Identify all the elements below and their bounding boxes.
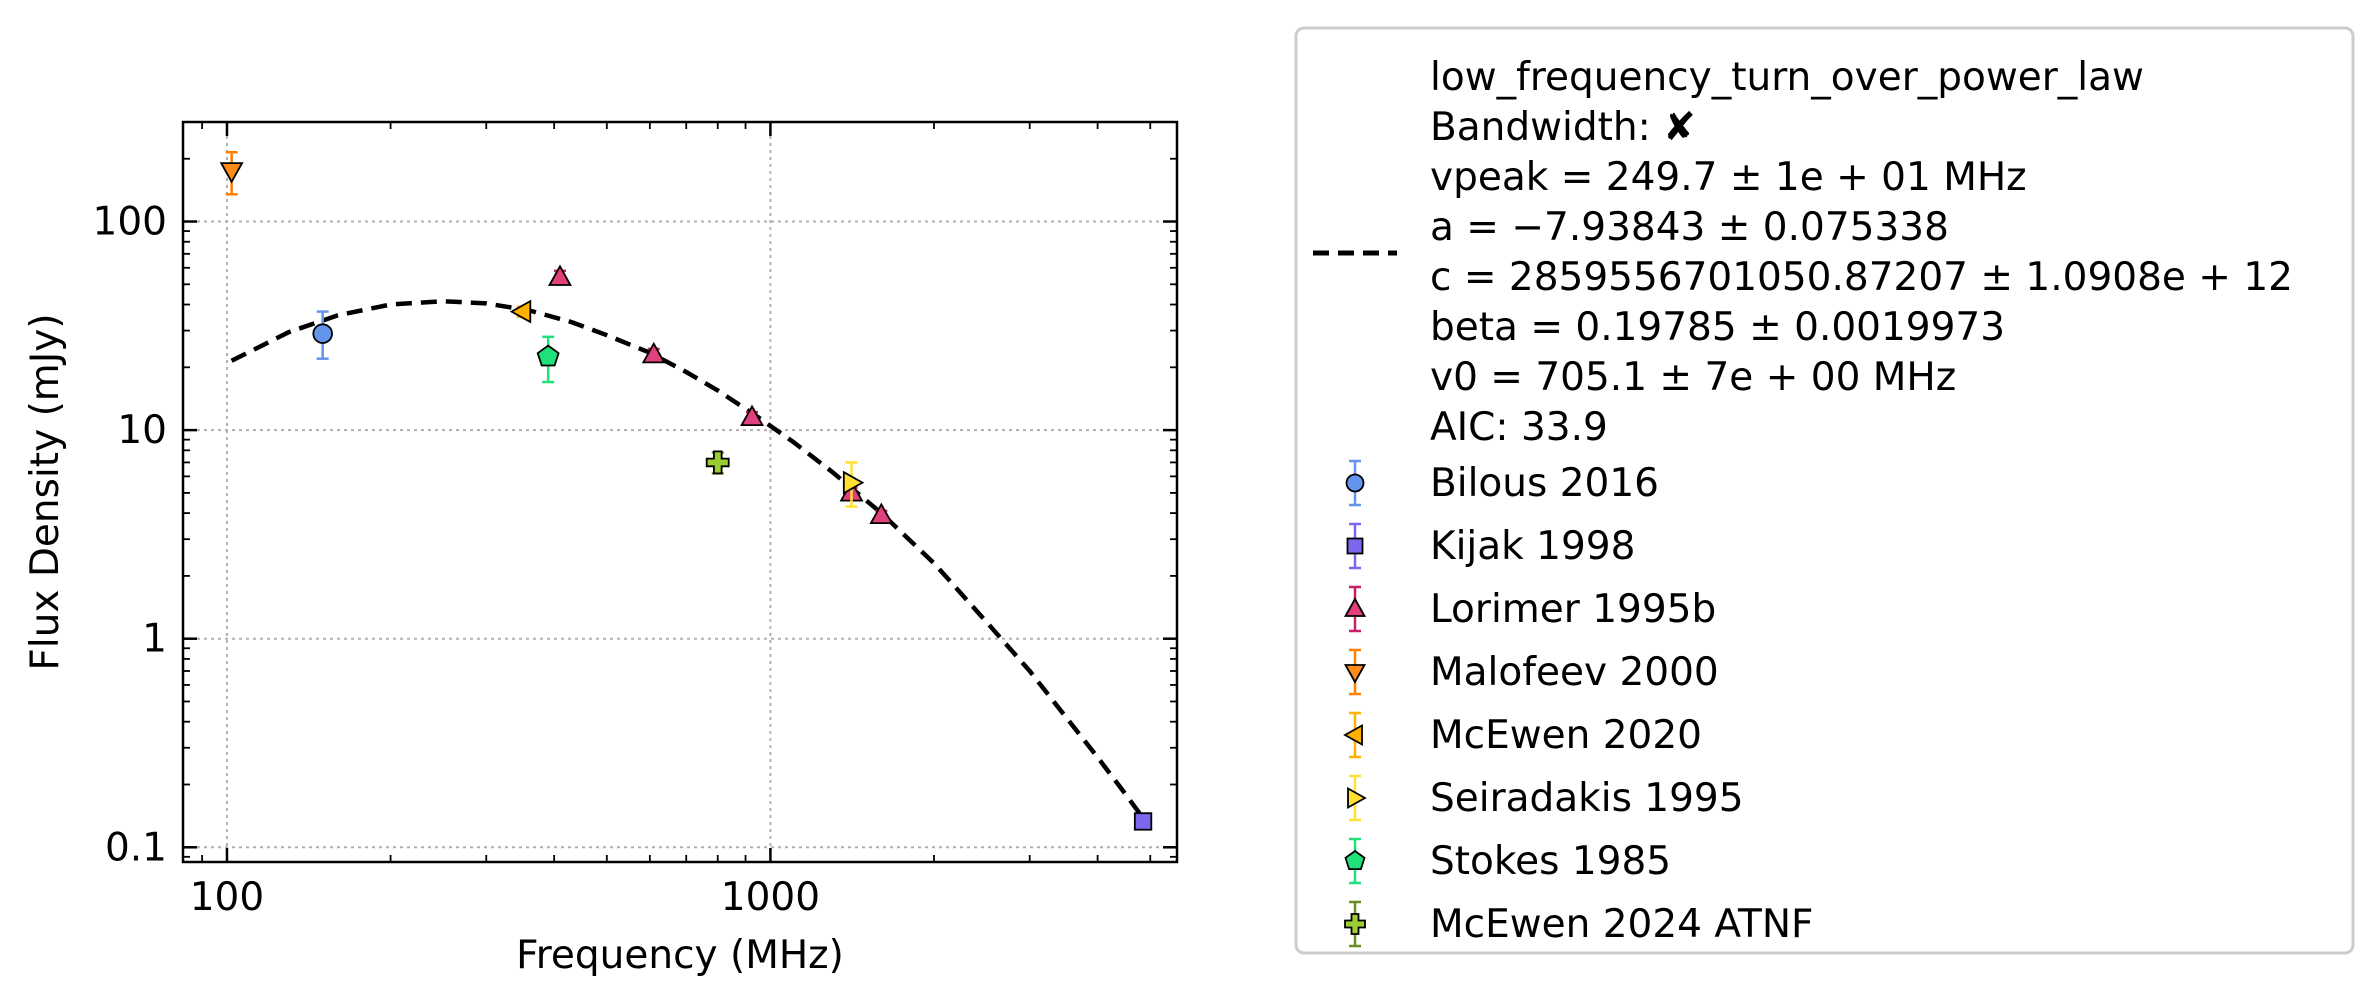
data-point-lorimer-1995b (641, 341, 666, 364)
legend-fit-line: beta = 0.19785 ± 0.0019973 (1430, 305, 2005, 350)
legend-marker (1343, 723, 1363, 747)
legend-entry: Malofeev 2000 (1343, 648, 1719, 696)
legend-label: Malofeev 2000 (1430, 650, 1719, 695)
data-point-seiradakis-1995 (842, 470, 865, 495)
data-point-kijak-1998 (1133, 812, 1153, 831)
legend-label: Kijak 1998 (1430, 524, 1635, 569)
data-point-lorimer-1995b (869, 502, 894, 524)
legend-label: Stokes 1985 (1430, 839, 1671, 884)
grid-lines (183, 122, 1177, 862)
y-tick-label: 0.1 (105, 825, 167, 870)
legend-marker (1343, 664, 1367, 684)
data-point-mcewen-2020 (509, 299, 532, 324)
axes: 100 1000 0.1 1 10 100 (93, 120, 1179, 920)
legend-fit-line: vpeak = 249.7 ± 1e + 01 MHz (1430, 155, 2027, 200)
data-points-layer (219, 150, 1153, 831)
y-tick-label: 100 (93, 200, 167, 245)
x-tick-label: 1000 (721, 875, 820, 920)
legend-fit-line: low_frequency_turn_over_power_law (1430, 55, 2144, 100)
legend-box (1294, 26, 2355, 955)
legend-fit-line: AIC: 33.9 (1430, 405, 1608, 450)
legend-marker (1346, 537, 1364, 555)
x-axis-label: Frequency (MHz) (516, 933, 844, 978)
plot-frame (181, 120, 1179, 864)
y-axis-label: Flux Density (mJy) (23, 313, 68, 670)
data-point-bilous-2016 (312, 323, 333, 344)
legend-entry: Seiradakis 1995 (1347, 774, 1744, 822)
legend-entry: McEwen 2020 (1343, 711, 1702, 759)
legend-entry: Stokes 1985 (1344, 837, 1671, 885)
legend-marker (1344, 913, 1366, 935)
legend-entry: McEwen 2024 ATNF (1344, 900, 1813, 948)
data-point-mcewen-2024-atnf (705, 450, 730, 475)
legend-fit-line: v0 = 705.1 ± 7e + 00 MHz (1430, 355, 1956, 400)
data-point-lorimer-1995b (740, 404, 765, 427)
legend-fit-line: Bandwidth: ✘ (1430, 105, 1696, 150)
legend-fit-line: c = 2859556701050.87207 ± 1.0908e + 12 (1430, 255, 2293, 300)
legend-marker (1347, 786, 1367, 810)
legend-marker (1345, 473, 1365, 493)
legend-marker (1343, 597, 1367, 617)
y-tick-label: 10 (117, 408, 167, 453)
legend: low_frequency_turn_over_power_law Bandwid… (1294, 26, 2355, 955)
legend-label: McEwen 2024 ATNF (1430, 902, 1813, 947)
data-point-malofeev-2000 (219, 162, 244, 184)
legend-label: Bilous 2016 (1430, 461, 1659, 506)
fit-curve (230, 298, 1148, 823)
data-point-lorimer-1995b (547, 264, 572, 286)
legend-entry: Bilous 2016 (1345, 459, 1659, 507)
legend-label: McEwen 2020 (1430, 713, 1702, 758)
y-tick-label: 1 (142, 617, 167, 662)
x-tick-label: 100 (190, 875, 264, 920)
legend-entry: Kijak 1998 (1346, 522, 1635, 570)
fit-curve-layer (230, 298, 1148, 823)
legend-label: Seiradakis 1995 (1430, 776, 1744, 821)
legend-fit-line: a = −7.93843 ± 0.075338 (1430, 205, 1949, 250)
legend-entry: Lorimer 1995b (1343, 585, 1716, 633)
legend-label: Lorimer 1995b (1430, 587, 1716, 632)
data-point-stokes-1985 (536, 344, 560, 367)
legend-marker (1344, 849, 1366, 870)
